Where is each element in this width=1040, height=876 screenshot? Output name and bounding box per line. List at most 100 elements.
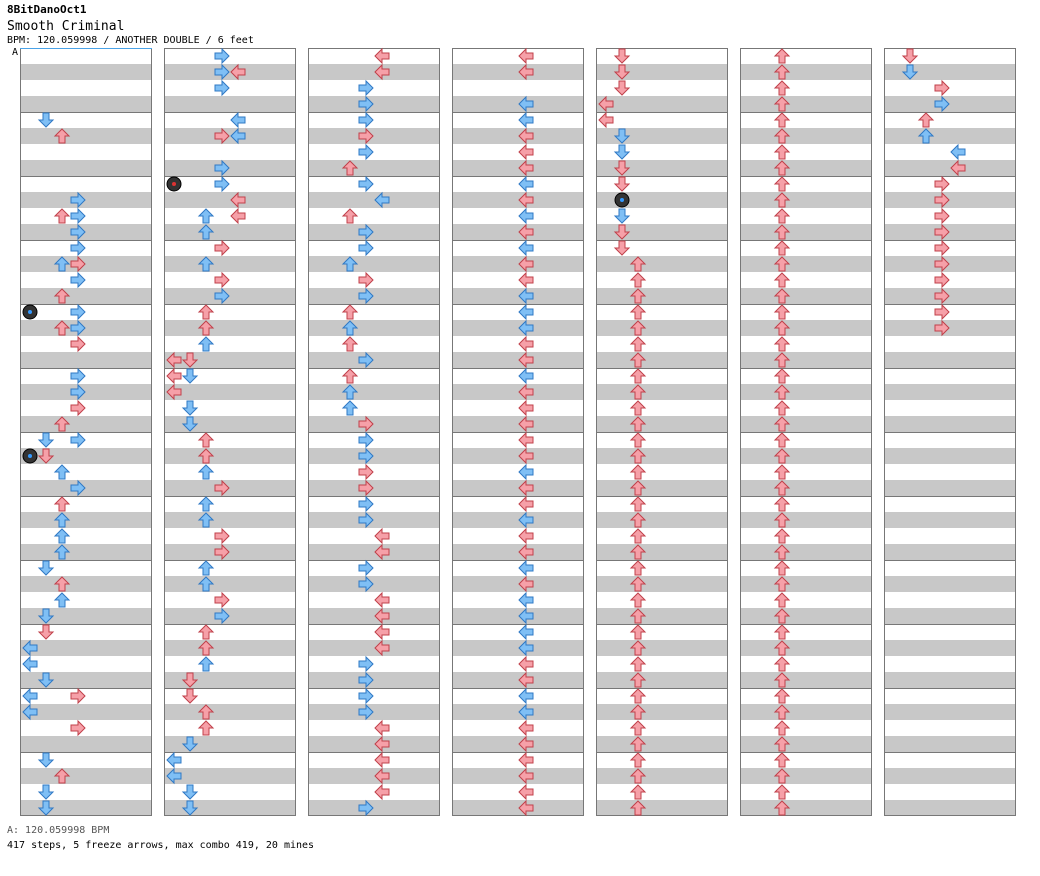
arrow-right-icon [358, 687, 374, 705]
measure-line [884, 560, 1016, 561]
chart-stats: 417 steps, 5 freeze arrows, max combo 41… [7, 840, 315, 851]
arrow-up-icon [773, 480, 791, 496]
arrow-left-icon [518, 719, 534, 737]
arrow-left-icon [374, 751, 390, 769]
arrow-up-icon [629, 272, 647, 288]
arrow-right-icon [934, 303, 950, 321]
arrow-up-icon [197, 720, 215, 736]
arrow-down-icon [181, 736, 199, 752]
measure-line [20, 496, 152, 497]
arrow-left-icon [598, 111, 614, 129]
arrow-left-icon [374, 735, 390, 753]
measure-line [20, 304, 152, 305]
arrow-up-icon [773, 80, 791, 96]
arrow-up-icon [773, 560, 791, 576]
arrow-up-icon [53, 208, 71, 224]
arrow-up-icon [629, 256, 647, 272]
arrow-up-icon [773, 512, 791, 528]
measure-line [740, 752, 872, 753]
arrow-right-icon [70, 335, 86, 353]
arrow-up-icon [197, 256, 215, 272]
arrow-left-icon [518, 415, 534, 433]
measure-line [740, 176, 872, 177]
arrow-left-icon [518, 207, 534, 225]
arrow-left-icon [374, 767, 390, 785]
chart-column-5 [596, 48, 728, 816]
arrow-up-icon [629, 352, 647, 368]
arrow-up-icon [197, 432, 215, 448]
chart-meta: BPM: 120.059998 / ANOTHER DOUBLE / 6 fee… [7, 35, 254, 46]
arrow-right-icon [358, 431, 374, 449]
measure-line [164, 752, 296, 753]
chart-column-6 [740, 48, 872, 816]
arrow-up-icon [629, 672, 647, 688]
measure-line [884, 112, 1016, 113]
arrow-up-icon [197, 464, 215, 480]
arrow-up-icon [773, 176, 791, 192]
arrow-right-icon [934, 239, 950, 257]
arrow-left-icon [518, 63, 534, 81]
arrow-left-icon [518, 559, 534, 577]
chart-author: 8BitDanoOct1 [7, 3, 87, 16]
arrow-up-icon [629, 560, 647, 576]
arrow-right-icon [70, 479, 86, 497]
arrow-up-icon [629, 384, 647, 400]
arrow-up-icon [773, 304, 791, 320]
arrow-left-icon [518, 111, 534, 129]
measure-line [20, 560, 152, 561]
arrow-up-icon [917, 112, 935, 128]
arrow-up-icon [53, 416, 71, 432]
arrow-up-icon [773, 160, 791, 176]
arrow-left-icon [598, 95, 614, 113]
arrow-right-icon [214, 159, 230, 177]
arrow-right-icon [934, 255, 950, 273]
mine-icon [22, 448, 38, 464]
measure-line [740, 304, 872, 305]
bpm-change-line [20, 48, 152, 49]
measure-line [596, 112, 728, 113]
arrow-right-icon [358, 223, 374, 241]
arrow-up-icon [773, 336, 791, 352]
arrow-left-icon [518, 319, 534, 337]
arrow-up-icon [53, 464, 71, 480]
arrow-up-icon [629, 656, 647, 672]
chart-column-1 [20, 48, 152, 816]
arrow-right-icon [358, 127, 374, 145]
measure-line [20, 752, 152, 753]
arrow-up-icon [773, 240, 791, 256]
measure-line [884, 624, 1016, 625]
mine-icon [614, 192, 630, 208]
arrow-right-icon [358, 111, 374, 129]
measure-line [452, 752, 584, 753]
measure-line [596, 688, 728, 689]
arrow-right-icon [214, 79, 230, 97]
arrow-right-icon [358, 559, 374, 577]
arrow-down-icon [613, 80, 631, 96]
arrow-up-icon [629, 768, 647, 784]
arrow-up-icon [773, 112, 791, 128]
arrow-up-icon [53, 768, 71, 784]
arrow-up-icon [773, 688, 791, 704]
bpm-marker-label: A [12, 47, 19, 58]
arrow-left-icon [518, 799, 534, 817]
arrow-up-icon [629, 688, 647, 704]
measure-line [596, 624, 728, 625]
chart-column-3 [308, 47, 440, 817]
arrow-up-icon [197, 448, 215, 464]
arrow-up-icon [629, 480, 647, 496]
arrow-up-icon [629, 368, 647, 384]
arrow-down-icon [613, 144, 631, 160]
arrow-right-icon [358, 799, 374, 817]
arrow-right-icon [358, 287, 374, 305]
arrow-up-icon [773, 368, 791, 384]
arrow-left-icon [518, 767, 534, 785]
arrow-left-icon [950, 159, 966, 177]
arrow-left-icon [518, 575, 534, 593]
measure-line [884, 368, 1016, 369]
arrow-up-icon [773, 768, 791, 784]
arrow-right-icon [214, 63, 230, 81]
measure-line [884, 688, 1016, 689]
arrow-right-icon [358, 143, 374, 161]
measure-line [164, 368, 296, 369]
arrow-up-icon [629, 288, 647, 304]
